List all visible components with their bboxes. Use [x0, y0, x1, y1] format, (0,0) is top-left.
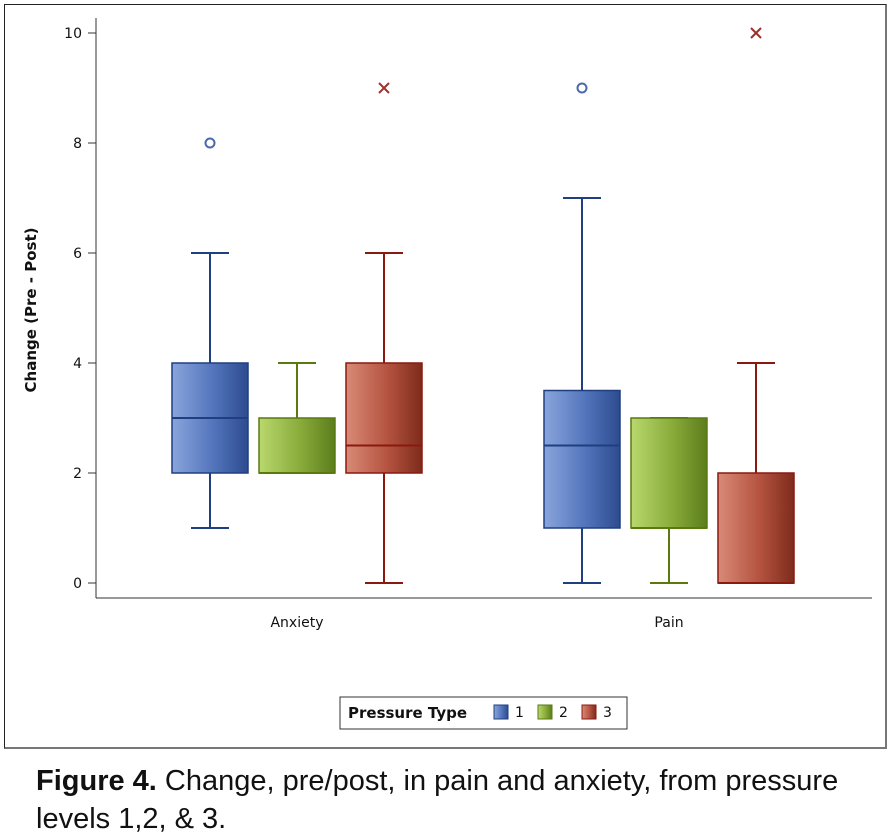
outlier-x-stroke: [378, 82, 390, 94]
y-tick-label: 8: [73, 136, 82, 152]
boxes-layer: [171, 27, 795, 584]
legend-swatch-2: [537, 704, 553, 720]
legend-title: Pressure Type: [348, 704, 467, 722]
iqr-box: [258, 417, 336, 474]
figure-caption: Figure 4. Change, pre/post, in pain and …: [36, 762, 876, 838]
caption-text: Change, pre/post, in pain and anxiety, f…: [36, 765, 839, 835]
outlier-point: [576, 82, 588, 94]
legend-box: [339, 696, 628, 730]
box-anxiety-series-2: [258, 362, 336, 474]
chart-frame: [4, 4, 887, 749]
y-axis-label: Change (Pre - Post): [22, 228, 40, 393]
box-anxiety-series-1: [171, 137, 249, 529]
legend-label-2: 2: [559, 705, 568, 721]
outlier-x-stroke: [750, 27, 762, 39]
y-tick-label: 0: [73, 576, 82, 592]
y-tick-label: 6: [73, 246, 82, 262]
iqr-box: [630, 417, 708, 529]
iqr-box: [345, 362, 423, 474]
box-plot-chart: 0 2 4 6 8 10 Change (Pre - Post) Anxiety Pain Pr…: [22, 18, 872, 730]
legend-label-3: 3: [603, 705, 612, 721]
y-tick-label: 10: [64, 26, 82, 42]
legend-swatch-3: [581, 704, 597, 720]
box-pain-series-3: [717, 27, 795, 584]
legend: Pressure Type 1 2 3: [339, 696, 628, 730]
legend-label-1: 1: [515, 705, 524, 721]
box-pain-series-1: [543, 82, 621, 584]
y-tick-label: 4: [73, 356, 82, 372]
x-tick-label: Pain: [654, 615, 683, 631]
outlier-point: [378, 82, 390, 94]
box-pain-series-2: [630, 417, 708, 584]
outlier-point: [204, 137, 216, 149]
iqr-box: [717, 472, 795, 584]
legend-swatch-1: [493, 704, 509, 720]
caption-label: Figure 4.: [36, 765, 157, 797]
outlier-point: [750, 27, 762, 39]
iqr-box: [543, 389, 621, 529]
y-tick-label: 2: [73, 466, 82, 482]
box-anxiety-series-3: [345, 82, 423, 584]
axes: 0 2 4 6 8 10 Change (Pre - Post) Anxiety Pain: [22, 18, 872, 631]
x-tick-label: Anxiety: [270, 615, 323, 631]
